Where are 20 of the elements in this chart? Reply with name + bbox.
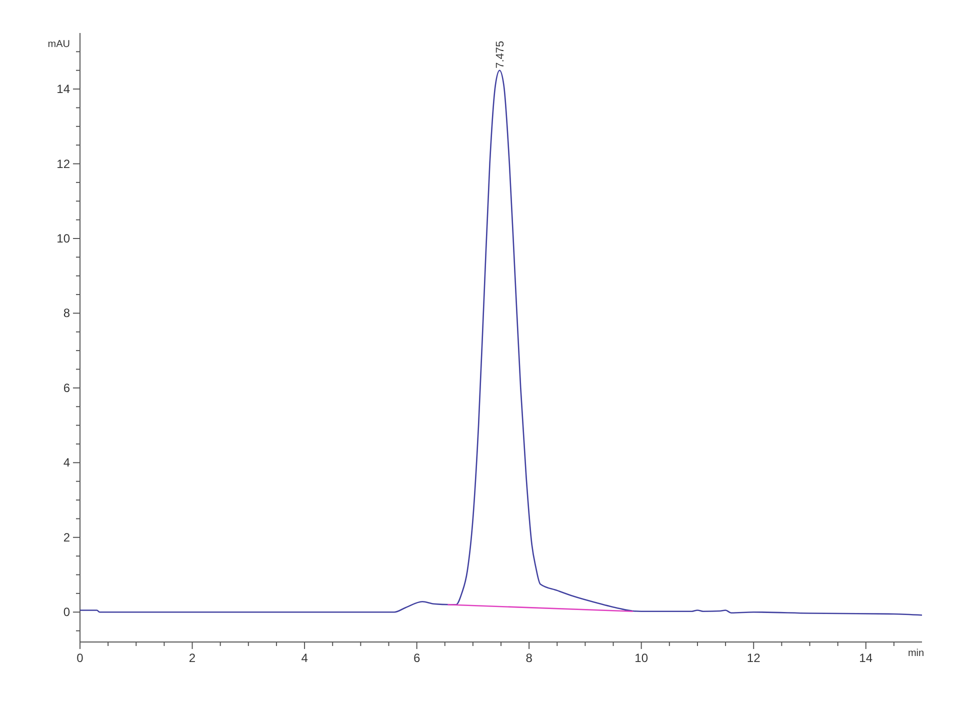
x-tick-label: 14 [859,651,873,665]
annotation: 7.475 [494,40,507,68]
y-tick-label: 10 [56,231,70,246]
line-series [79,70,923,616]
y-tick-label: 8 [63,306,70,320]
y-tick-label: 0 [63,605,70,620]
y-axis-title: mAU [48,39,70,50]
x-tick-label: 0 [76,651,84,665]
x-tick-label: 4 [301,651,308,665]
x-tick-label: 12 [746,651,761,665]
y-tick-label: 4 [63,456,70,470]
x-tick-label: 6 [413,651,420,665]
y-tick-label: 6 [63,380,70,395]
x-tick-label: 2 [188,651,196,665]
y-tick-label: 14 [56,82,70,96]
x-axis-title: min [908,648,924,659]
x-tick-label: 8 [526,651,533,665]
y-tick-label: 2 [63,530,70,544]
x-tick-label: 10 [634,651,648,665]
y-tick-label: 12 [56,156,70,171]
